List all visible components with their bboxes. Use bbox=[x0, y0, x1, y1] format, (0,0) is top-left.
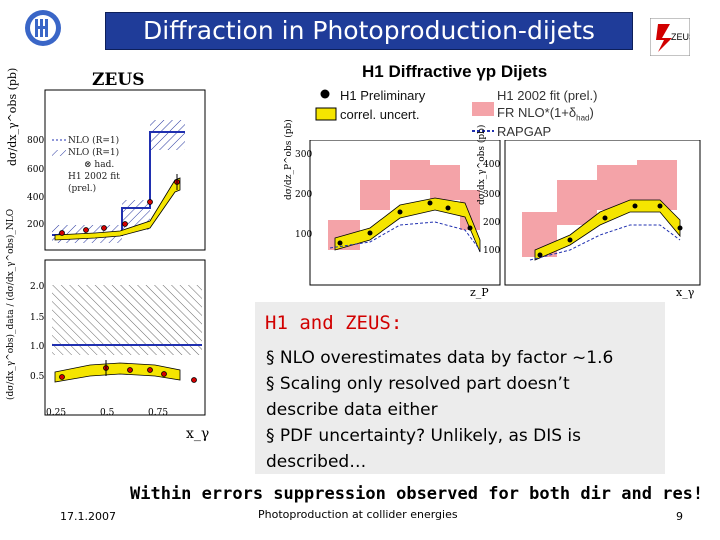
h1-plots bbox=[309, 140, 701, 286]
footer-center: Photoproduction at collider energies bbox=[258, 508, 458, 521]
zeus-label: ZEUS bbox=[92, 70, 145, 90]
zeus-ytick-200: 200 bbox=[27, 220, 45, 230]
summary-heading: H1 and ZEUS: bbox=[265, 312, 403, 334]
summary-box bbox=[255, 302, 665, 474]
zeus-xtick-025: 0.25 bbox=[46, 408, 67, 418]
h1-legend-markers bbox=[315, 89, 337, 121]
h1-legend-markers-right bbox=[472, 102, 494, 132]
h1-xlabel-right: x_γ bbox=[676, 286, 695, 299]
legend-correl-uncert: correl. uncert. bbox=[340, 107, 420, 122]
zeus-logo-icon: ZEUS bbox=[649, 17, 695, 57]
zeus-rtick-1-5: 1.5 bbox=[30, 313, 45, 323]
slide-title: Diffraction in Photoproduction-dijets bbox=[105, 12, 633, 50]
summary-body: § NLO overestimates data by factor ~1.6 … bbox=[266, 345, 661, 475]
legend-h1-preliminary: H1 Preliminary bbox=[340, 88, 426, 103]
zeus-legend-prel: (prel.) bbox=[68, 184, 97, 194]
zeus-legend-nlo1: NLO (R=1) bbox=[68, 136, 120, 146]
bullet-pdf-2: described… bbox=[266, 452, 367, 472]
zeus-legend-nlo2: NLO (R=1) bbox=[68, 148, 120, 158]
zeus-plots bbox=[44, 89, 206, 416]
zeus-ylabel-bottom: (dσ/dx_γ^obs)_data / (dσ/dx_γ^obs)_NLO bbox=[6, 208, 16, 400]
h1-right-ytick-300: 300 bbox=[483, 190, 501, 200]
bullet-nlo: § NLO overestimates data by factor ~1.6 bbox=[266, 348, 614, 368]
zeus-rtick-1: 1.0 bbox=[30, 342, 45, 352]
h1-left-ytick-200: 200 bbox=[295, 190, 313, 200]
zeus-xtick-075: 0.75 bbox=[148, 408, 169, 418]
h1-right-ytick-400: 400 bbox=[483, 160, 501, 170]
h1-left-ytick-300: 300 bbox=[295, 150, 313, 160]
h1-logo-icon bbox=[25, 10, 61, 46]
legend-rapgap: RAPGAP bbox=[497, 124, 552, 139]
zeus-legend-had: ⊗ had. bbox=[84, 160, 115, 170]
zeus-xtick-05: 0.5 bbox=[100, 408, 115, 418]
conclusion-text: Within errors suppression observed for b… bbox=[130, 484, 704, 504]
zeus-ytick-800: 800 bbox=[27, 136, 45, 146]
h1-xlabel-left: z_P bbox=[470, 286, 489, 299]
zeus-xlabel: x_γ bbox=[186, 426, 210, 442]
bullet-scaling-2: describe data either bbox=[266, 400, 438, 420]
zeus-ytick-600: 600 bbox=[27, 165, 45, 175]
bullet-scaling-1: § Scaling only resolved part doesn’t bbox=[266, 374, 570, 394]
h1-right-ytick-200: 200 bbox=[483, 218, 501, 228]
page-number: 9 bbox=[676, 510, 683, 523]
zeus-logo-text: ZEUS bbox=[671, 32, 690, 42]
zeus-ylabel-top: dσ/dx_γ^obs (pb) bbox=[6, 67, 19, 166]
h1-ylabel-left: dσ/dz_P^obs (pb) bbox=[284, 119, 294, 200]
zeus-rtick-2: 2.0 bbox=[30, 282, 45, 292]
footer-date: 17.1.2007 bbox=[60, 510, 116, 523]
h1-left-ytick-100: 100 bbox=[295, 230, 313, 240]
legend-fr-nlo: FR NLO*(1+δhad) bbox=[497, 105, 594, 123]
h1-right-ytick-100: 100 bbox=[483, 246, 501, 256]
zeus-legend-fit: H1 2002 fit bbox=[68, 172, 120, 182]
zeus-ytick-400: 400 bbox=[27, 193, 45, 203]
zeus-rtick-0-5: 0.5 bbox=[30, 372, 45, 382]
h1-plot-title: H1 Diffractive γp Dijets bbox=[362, 62, 548, 81]
bullet-pdf-1: § PDF uncertainty? Unlikely, as DIS is bbox=[266, 426, 582, 446]
legend-h1-2002-fit: H1 2002 fit (prel.) bbox=[497, 88, 598, 103]
